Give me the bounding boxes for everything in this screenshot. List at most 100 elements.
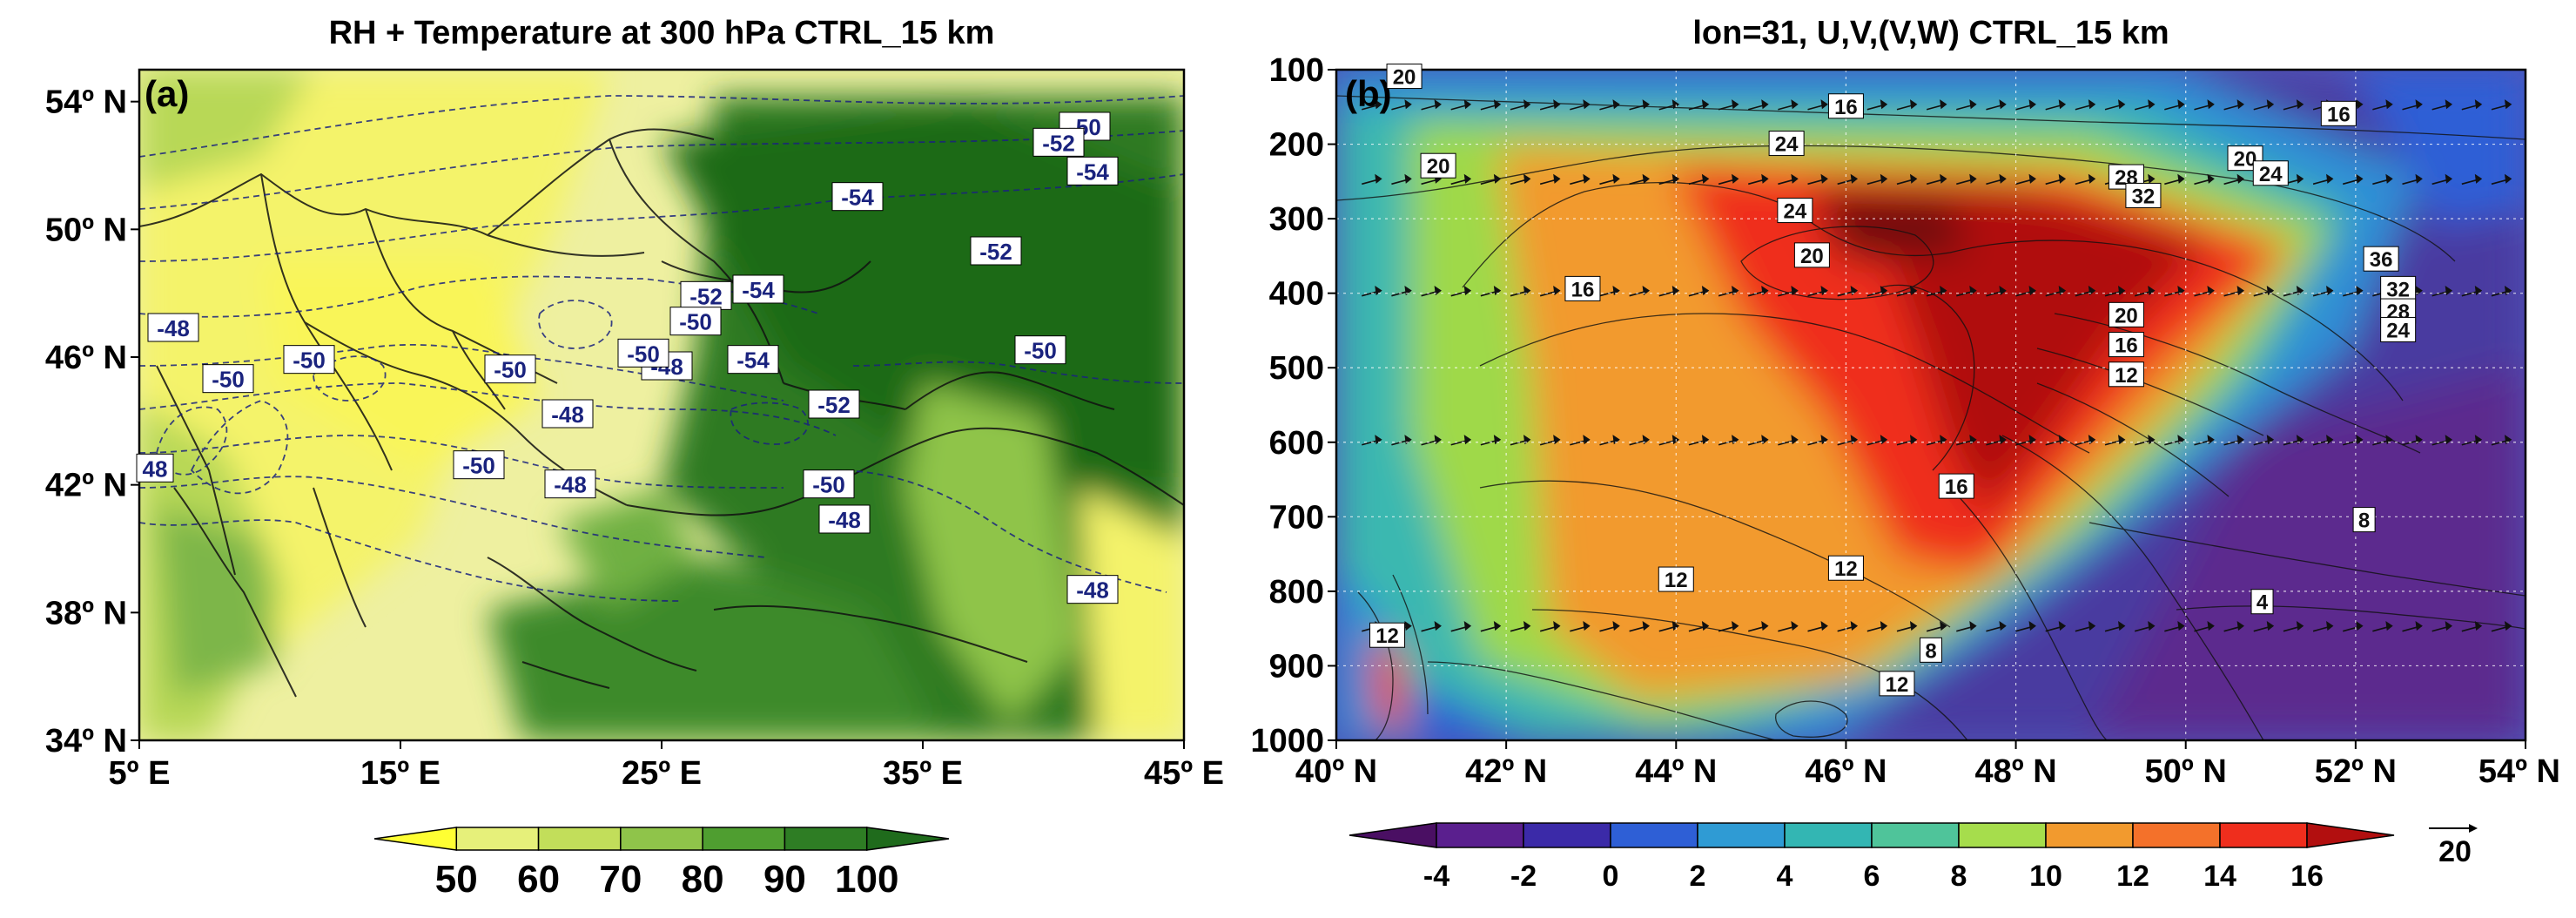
panel-b-ytick-label: 400 — [1269, 276, 1324, 313]
wind-vector-head — [1434, 621, 1442, 631]
wind-vector — [2075, 435, 2096, 446]
wind-vector-head — [2148, 286, 2156, 296]
colorbar-b-swatch — [1610, 822, 1698, 848]
panel-a-ytick-label: 46º N — [45, 340, 127, 376]
wind-vector-head — [1969, 173, 1977, 184]
wind-vector — [2491, 621, 2512, 632]
wind-vector-head — [1880, 173, 1888, 184]
wind-vector — [2461, 621, 2483, 632]
wind-vector — [2194, 621, 2215, 632]
wind-vector — [2372, 99, 2393, 111]
wind-vector-head — [2148, 173, 2156, 184]
wind-vector-head — [1999, 621, 2007, 631]
colorbar-a-swatch — [537, 827, 622, 851]
wind-vector — [1896, 99, 1918, 111]
wind-vector — [1539, 286, 1561, 297]
wind-vector-head — [2296, 99, 2304, 110]
wind-label-text: 32 — [2132, 185, 2156, 208]
wind-vector — [2343, 286, 2364, 297]
wind-vector — [2075, 286, 2096, 297]
wind-vector-head — [2088, 173, 2096, 184]
wind-vector-head — [2445, 99, 2453, 110]
wind-contour-label: 16 — [2320, 100, 2357, 126]
wind-vector-head — [1909, 286, 1918, 296]
temperature-contour-label: -48 — [147, 313, 199, 342]
panel-b-xtick-label: 46º N — [1805, 753, 1887, 790]
temperature-contour-label: -52 — [680, 280, 732, 310]
wind-vector-head — [2088, 435, 2096, 445]
temperature-label-text: -50 — [679, 309, 712, 335]
wind-label-text: 24 — [1775, 133, 1799, 157]
panel-b-label: (b) — [1345, 73, 1392, 114]
wind-vector — [1570, 173, 1591, 186]
panel-b-ytick-label: 300 — [1269, 201, 1324, 238]
wind-vector-head — [1909, 99, 1918, 110]
wind-label-text: 12 — [1834, 557, 1858, 581]
wind-contour-label: 32 — [2125, 182, 2162, 208]
wind-vector — [2045, 173, 2067, 186]
wind-vector-head — [2296, 435, 2304, 445]
wind-vector — [1748, 621, 1769, 632]
wind-vector — [1718, 173, 1739, 186]
temperature-contour-label: 48 — [136, 453, 174, 483]
temperature-label-box — [1032, 127, 1085, 157]
wind-vector-head — [1999, 286, 2007, 296]
temperature-label-text: -50 — [212, 367, 245, 393]
wind-vector-head — [1493, 173, 1502, 184]
wind-vector — [1421, 99, 1442, 111]
wind-vector — [2223, 99, 2244, 111]
wind-vector-head — [1999, 99, 2007, 110]
wind-vector-head — [1642, 286, 1650, 296]
wind-contour-label: 24 — [2252, 160, 2289, 186]
wind-vector-head — [2474, 435, 2483, 445]
wind-vector — [2491, 173, 2512, 186]
wind-vector — [1896, 286, 1918, 297]
wind-vector-head — [2356, 173, 2364, 184]
colorbar-b-swatch — [1697, 822, 1786, 848]
wind-vector-head — [1493, 286, 1502, 296]
wind-vector-head — [1850, 621, 1859, 631]
wind-vector-head — [1612, 173, 1620, 184]
temperature-contour-label: -48 — [818, 504, 871, 534]
wind-label-text: 16 — [1945, 476, 1968, 499]
colorbar-b-tick-label: 8 — [1951, 860, 1967, 893]
wind-vector-head — [1434, 286, 1442, 296]
colorbar-a-swatch — [455, 827, 540, 851]
wind-vector-head — [1880, 99, 1888, 110]
wind-vector-head — [1909, 621, 1918, 631]
wind-vector-head — [1761, 173, 1769, 184]
wind-vector — [2223, 435, 2244, 446]
wind-vector-head — [1612, 286, 1620, 296]
wind-vector — [1778, 173, 1799, 186]
wind-vector — [1450, 621, 1472, 632]
wind-vector-head — [1850, 435, 1859, 445]
wind-label-box — [2380, 316, 2417, 342]
wind-vector — [2223, 286, 2244, 297]
wind-vector-head — [1612, 621, 1620, 631]
wind-contour-label: 12 — [1658, 566, 1694, 592]
wind-vector — [1362, 173, 1382, 186]
wind-vector — [2015, 621, 2036, 632]
wind-contour-label: 12 — [2108, 361, 2144, 388]
panel-a-ytick-label: 54º N — [45, 84, 127, 121]
wind-vector — [2402, 173, 2423, 186]
wind-vector — [1539, 621, 1561, 632]
panel-b-frame — [1335, 68, 2527, 742]
wind-vector-head — [2326, 621, 2334, 631]
temperature-label-box — [202, 364, 254, 394]
wind-vector-head — [2118, 621, 2126, 631]
colorbar-a-swatch — [702, 827, 786, 851]
wind-vector-head — [2266, 286, 2275, 296]
wind-vector-head — [1642, 435, 1650, 445]
wind-label-box — [1920, 637, 1942, 663]
wind-vector — [2194, 173, 2215, 186]
temperature-label-box — [669, 307, 722, 336]
wind-vector — [2312, 173, 2334, 186]
wind-vector-head — [1940, 621, 1947, 631]
wind-label-text: 8 — [2358, 510, 2370, 533]
wind-vector-head — [2474, 173, 2483, 184]
wind-vector — [1956, 173, 1977, 186]
panel-a-title: RH + Temperature at 300 hPa CTRL_15 km — [329, 15, 995, 51]
wind-vector-head — [1820, 173, 1828, 184]
